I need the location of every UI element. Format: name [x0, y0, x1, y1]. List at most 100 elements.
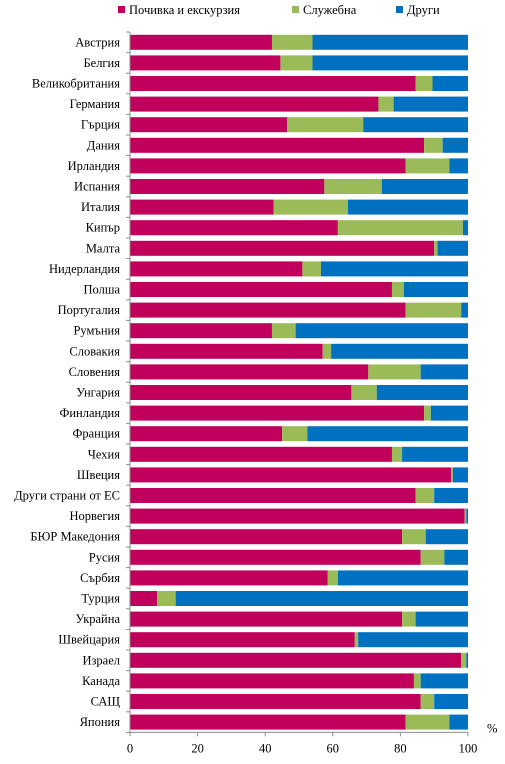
category-label: Украйна — [75, 612, 120, 626]
bar-segment — [420, 694, 435, 709]
category-label: Франция — [73, 427, 121, 441]
bar-segment — [312, 55, 468, 71]
bar-segment — [430, 405, 468, 421]
bar-segment — [130, 220, 338, 236]
bar-segment — [130, 611, 403, 627]
bar-segment — [415, 76, 433, 91]
bar-segment — [280, 55, 313, 71]
category-label: Полша — [83, 283, 120, 297]
bar-segment — [348, 199, 468, 215]
bar-segment — [130, 261, 303, 277]
category-label: Унгария — [76, 386, 120, 400]
bar-segment — [415, 488, 435, 503]
bar-segment — [130, 282, 392, 297]
bar-segment — [405, 714, 450, 730]
bar-segment — [327, 570, 338, 586]
bar-segment — [175, 591, 468, 606]
bar-segment — [130, 364, 369, 380]
bar-segment — [405, 158, 450, 174]
bar-segment — [466, 508, 468, 524]
bar-segment — [415, 611, 468, 627]
bar-segment — [130, 137, 425, 153]
bar-segment — [130, 673, 414, 689]
bar-segment — [307, 426, 468, 442]
bar-segment — [271, 34, 313, 50]
category-labels: Австрия Белгия Великобритания Германия Гърци… — [14, 35, 120, 729]
bar-segment — [130, 343, 323, 359]
category-label: Нидерландия — [49, 262, 120, 276]
category-label: Малта — [86, 241, 121, 255]
bar-segment — [462, 220, 468, 236]
category-label: Австрия — [75, 35, 120, 49]
category-label: Турция — [81, 592, 120, 606]
legend: Почивка и екскурзия Служебна Други — [118, 3, 440, 17]
legend-swatch — [396, 6, 403, 13]
bar-segment — [130, 76, 416, 91]
bar-segment — [130, 632, 355, 648]
legend-label: Почивка и екскурзия — [129, 3, 240, 17]
bar-segment — [424, 405, 431, 421]
bar-segment — [449, 714, 468, 730]
bar-segment — [461, 302, 468, 318]
legend-swatch — [292, 6, 299, 13]
x-tick-label: 40 — [259, 741, 272, 755]
bar-segment — [130, 570, 328, 586]
bar-segment — [130, 158, 406, 174]
bar-segment — [425, 529, 468, 545]
bar-segment — [130, 385, 352, 400]
x-tick-label: 80 — [394, 741, 407, 755]
category-label: Великобритания — [32, 77, 120, 91]
legend-label: Служебна — [303, 3, 357, 17]
bar-segment — [130, 529, 403, 545]
category-label: БЮР Македония — [30, 530, 120, 544]
bar-segment — [287, 117, 364, 133]
bar-segment — [391, 282, 404, 297]
category-label: Ирландия — [68, 159, 121, 173]
bar-segment — [130, 117, 288, 133]
bar-segment — [376, 385, 468, 400]
category-label: Германия — [70, 97, 121, 111]
bar-segment — [302, 261, 321, 277]
bar-segment — [337, 220, 463, 236]
bar-segment — [130, 240, 435, 256]
bar-segment — [402, 611, 416, 627]
bar-segment — [130, 323, 272, 339]
bar-segment — [295, 323, 468, 339]
bar-segment — [130, 488, 416, 503]
bar-segment — [130, 426, 283, 442]
category-label: Сърбия — [80, 571, 120, 585]
category-label: Швейцария — [58, 633, 120, 647]
category-label: Русия — [89, 550, 120, 564]
bar-segment — [420, 549, 445, 565]
bar-segment — [130, 34, 272, 50]
bar-segment — [130, 179, 325, 194]
bar-segment — [322, 343, 332, 359]
bar-segment — [130, 652, 462, 668]
bar-segment — [405, 302, 462, 318]
bar-segment — [312, 34, 468, 50]
bar-segment — [420, 673, 468, 689]
bar-segment — [130, 405, 425, 421]
bar-segment — [130, 591, 158, 606]
bar-segment — [331, 343, 468, 359]
bar-segment — [378, 96, 394, 112]
bar-segment — [130, 199, 274, 215]
bar-segment — [432, 76, 468, 91]
legend-label: Други — [407, 3, 440, 17]
bar-segment — [413, 673, 421, 689]
unit-label: % — [487, 721, 497, 735]
bar-segment — [358, 632, 468, 648]
category-label: Япония — [80, 715, 121, 729]
category-label: Словения — [69, 365, 121, 379]
category-label: Норвегия — [70, 509, 121, 523]
bar-segment — [354, 632, 359, 648]
category-label: Други страни от ЕС — [14, 489, 120, 503]
category-label: Швеция — [77, 468, 120, 482]
category-label: Кипър — [86, 221, 120, 235]
bar-segment — [420, 364, 468, 380]
bar-segment — [434, 694, 468, 709]
bar-segment — [324, 179, 382, 194]
bar-segment — [363, 117, 468, 133]
bar-segment — [130, 446, 392, 462]
x-tick-label: 20 — [191, 741, 204, 755]
